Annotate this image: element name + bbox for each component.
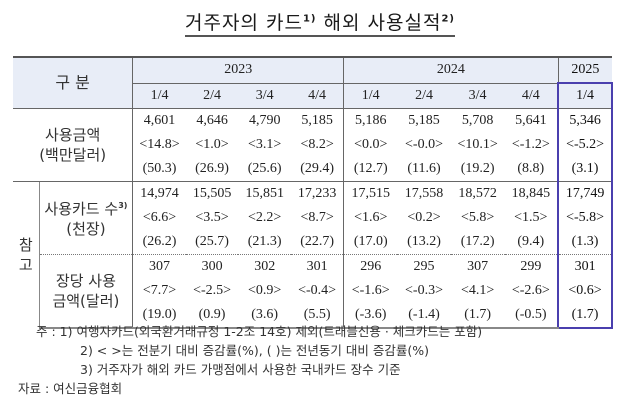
data-cell: 307 <7.7> (19.0) [132,254,186,329]
group-label-top: 참 [18,235,33,254]
row-label-line1: 장당 사용 [55,271,116,290]
row-label-footnote: 3) [118,201,128,210]
footnote-2: 2) < >는 전분기 대비 증감률(%), ( )는 전년동기 대비 증감률(… [80,343,430,358]
footnote-prefix: 주 : [36,324,60,339]
data-cell-highlighted: 5,346 <-5.2> (3.1) [557,108,613,182]
row-label-line1: 사용금액 [45,125,101,144]
data-cell: 5,641 <-1.2> (8.8) [504,108,559,182]
data-cell: 301 <-0.4> (5.5) [291,254,344,329]
data-cell: 4,646 <1.0> (26.9) [185,108,239,182]
row-label-line2: 금액(달러) [52,291,120,310]
data-cell: 5,708 <10.1> (19.2) [450,108,505,182]
year-header-2024: 2024 [343,57,559,84]
source-note: 자료 : 여신금융협회 [18,381,123,396]
year-header-2023: 2023 [132,57,344,84]
data-cell: 5,186 <0.0> (12.7) [343,108,398,182]
quarter-header: 1/4 [132,83,186,109]
quarter-header: 2/4 [185,83,239,109]
row-label-line1: 사용카드 수 [44,200,119,218]
table-row-amount-per-card: 장당 사용 금액(달러) 307 <7.7> (19.0) 300 <-2.5> (0.… [13,254,613,329]
data-cell: 14,974 <6.6> (26.2) [132,181,186,255]
data-cell-highlighted: 17,749 <-5.8> (1.3) [557,181,613,255]
quarter-header: 3/4 [450,83,505,109]
data-cell: 4,790 <3.1> (25.6) [238,108,291,182]
quarter-header: 4/4 [504,83,559,109]
data-cell: 5,185 <-0.0> (11.6) [397,108,451,182]
quarter-header: 2/4 [397,83,451,109]
card-usage-table: 구 분 2023 2024 2025 1/4 2/4 3/4 4/4 1/4 2… [13,56,613,329]
page-title: 거주자의 카드1) 해외 사용실적2) [0,8,640,37]
row-label-line2: (백만달러) [39,145,107,164]
header-year-row: 구 분 2023 2024 2025 [13,57,612,109]
title-text-b: 해외 사용실적 [316,12,442,34]
data-cell: 307 <4.1> (1.7) [450,254,505,329]
data-cell: 299 <-2.6> (-0.5) [504,254,559,329]
title-footnote-2: 2) [441,13,455,25]
data-cell: 15,851 <2.2> (21.3) [238,181,291,255]
header-quarter-row: 1/4 2/4 3/4 4/4 1/4 2/4 3/4 4/4 1/4 [13,82,613,109]
data-cell: 302 <0.9> (3.6) [238,254,291,329]
quarter-header-highlighted: 1/4 [557,82,613,109]
row-label-amount-per-card: 장당 사용 금액(달러) [39,254,133,329]
data-cell: 15,505 <3.5> (25.7) [185,181,239,255]
title-footnote-1: 1) [302,13,317,25]
data-cell: 17,233 <8.7> (22.7) [291,181,344,255]
quarter-header: 1/4 [343,83,398,109]
data-cell: 17,558 <0.2> (13.2) [397,181,451,255]
row-label-card-count: 사용카드 수3) (천장) [39,181,133,255]
quarter-header: 3/4 [238,83,291,109]
data-cell: 17,515 <1.6> (17.0) [343,181,398,255]
footnote-3: 3) 거주자가 해외 카드 가맹점에서 사용한 국내카드 장수 기준 [80,362,401,377]
row-label-usage-amount: 사용금액 (백만달러) [13,108,133,182]
corner-label: 구 분 [13,57,133,109]
title-text-a: 거주자의 카드 [185,12,303,34]
data-cell: 300 <-2.5> (0.9) [185,254,239,329]
quarter-header: 4/4 [291,83,344,109]
data-cell: 18,845 <1.5> (9.4) [504,181,559,255]
table-row-usage-amount: 사용금액 (백만달러) 4,601 <14.8> (50.3) 4,646 <1.0>… [13,108,613,182]
data-cell: 18,572 <5.8> (17.2) [450,181,505,255]
data-cell: 4,601 <14.8> (50.3) [132,108,186,182]
group-label-reference: 참 고 [13,181,40,328]
data-cell: 5,185 <8.2> (29.4) [291,108,344,182]
data-cell: 295 <-0.3> (-1.4) [397,254,451,329]
data-cell-highlighted: 301 <0.6> (1.7) [557,254,613,329]
footnote-1: 주 : 1) 여행자카드(외국환거래규정 1-2조 14호) 제외(트래블신용 … [18,322,482,341]
footnote-text: 1) 여행자카드(외국환거래규정 1-2조 14호) 제외(트래블신용 · 체크… [59,324,483,339]
table-row-card-count: 참 고 사용카드 수3) (천장) 14,974 <6.6> (26.2) 15,5… [13,181,613,328]
row-label-line2: (천장) [66,220,106,238]
group-label-bottom: 고 [18,255,33,274]
footnotes: 주 : 1) 여행자카드(외국환거래규정 1-2조 14호) 제외(트래블신용 … [18,322,482,398]
data-cell: 296 <-1.6> (-3.6) [343,254,398,329]
year-header-2025: 2025 [557,57,612,84]
